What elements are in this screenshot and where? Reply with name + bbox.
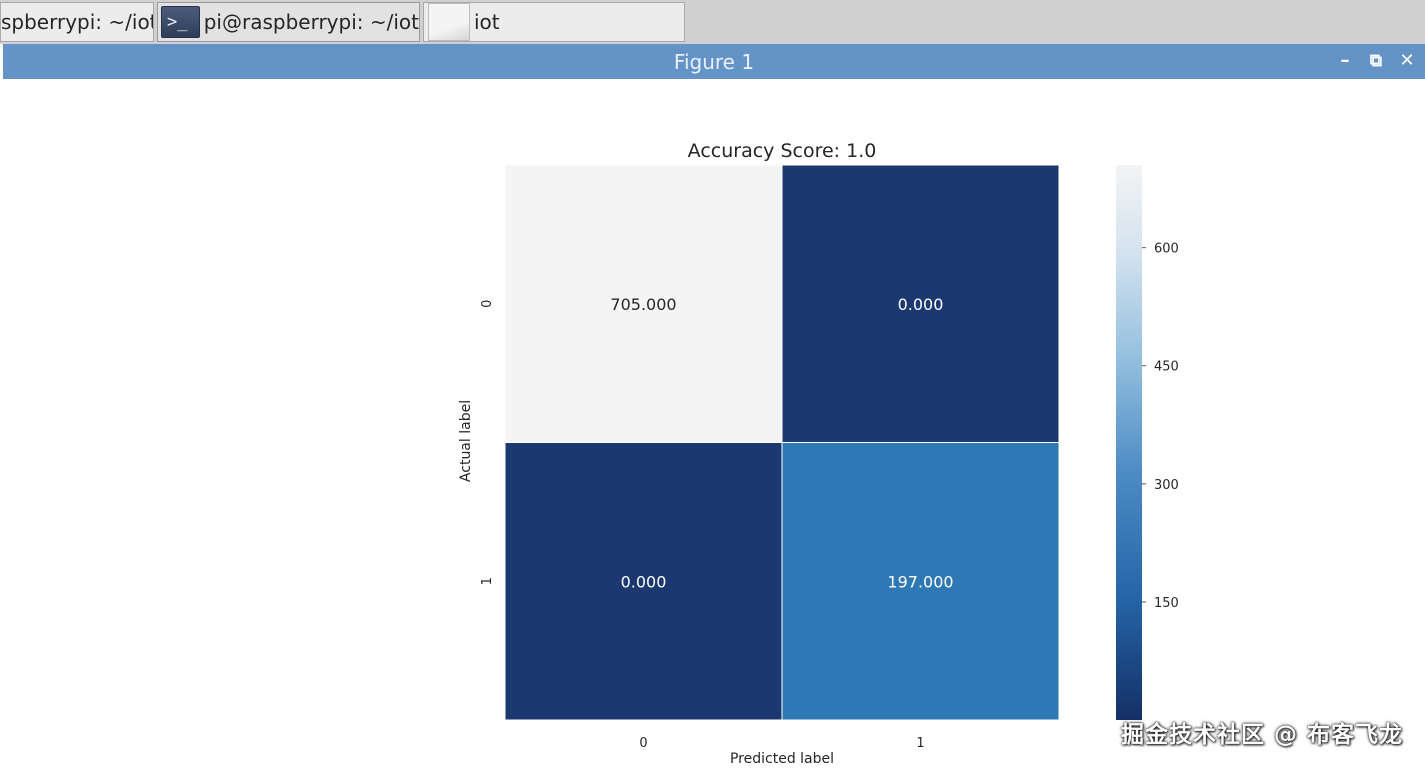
- x-axis-label: Predicted label: [730, 751, 834, 767]
- colorbar-tick-label: 150: [1154, 596, 1179, 611]
- y-axis-label: Actual label: [458, 400, 474, 482]
- taskbar: spberrypi: ~/iot >_ pi@raspberrypi: ~/io…: [0, 0, 1425, 44]
- heatmap-cell-1-0: [504, 442, 783, 721]
- taskbar-item-terminal-2[interactable]: >_ pi@raspberrypi: ~/iot: [157, 2, 420, 42]
- close-button[interactable]: ✕: [1399, 50, 1415, 71]
- colorbar: [1116, 165, 1142, 720]
- minimize-button[interactable]: –: [1340, 50, 1350, 71]
- taskbar-item-label: pi@raspberrypi: ~/iot: [203, 10, 419, 34]
- heatmap-cell-0-0: [504, 164, 783, 443]
- terminal-icon: >_: [161, 6, 200, 38]
- taskbar-item-label: iot: [474, 10, 500, 34]
- heatmap-cell-0-1: [781, 164, 1060, 443]
- y-tick-label: 0: [480, 300, 495, 308]
- restore-button[interactable]: ⧉: [1369, 51, 1383, 71]
- cell-value-label: 197.000: [887, 572, 953, 591]
- chart-title: Accuracy Score: 1.0: [688, 140, 877, 162]
- taskbar-item-label: spberrypi: ~/iot: [1, 10, 154, 34]
- colorbar-tick-label: 450: [1154, 360, 1179, 375]
- taskbar-item-folder[interactable]: iot: [423, 2, 685, 42]
- heatmap-cell-1-1: [781, 442, 1060, 721]
- y-tick-label: 1: [480, 577, 495, 585]
- x-tick-label: 0: [639, 736, 647, 751]
- colorbar-tick-label: 300: [1154, 478, 1179, 493]
- cell-value-label: 0.000: [898, 295, 944, 314]
- confusion-matrix-chart: Accuracy Score: 1.0 705.000 0.000 0.000 197…: [458, 140, 1179, 767]
- folder-icon: [428, 3, 470, 41]
- colorbar-tick-label: 600: [1154, 242, 1179, 257]
- cell-value-label: 0.000: [621, 572, 667, 591]
- watermark-text: 掘金技术社区 @ 布客飞龙: [1120, 722, 1403, 748]
- window-titlebar[interactable]: Figure 1 – ⧉ ✕: [3, 44, 1425, 79]
- window-title: Figure 1: [673, 50, 755, 74]
- cell-value-label: 705.000: [610, 295, 676, 314]
- figure-canvas: Accuracy Score: 1.0 705.000 0.000 0.000 197…: [0, 79, 1425, 768]
- x-tick-label: 1: [916, 736, 924, 751]
- taskbar-item-terminal-1[interactable]: spberrypi: ~/iot: [0, 2, 154, 42]
